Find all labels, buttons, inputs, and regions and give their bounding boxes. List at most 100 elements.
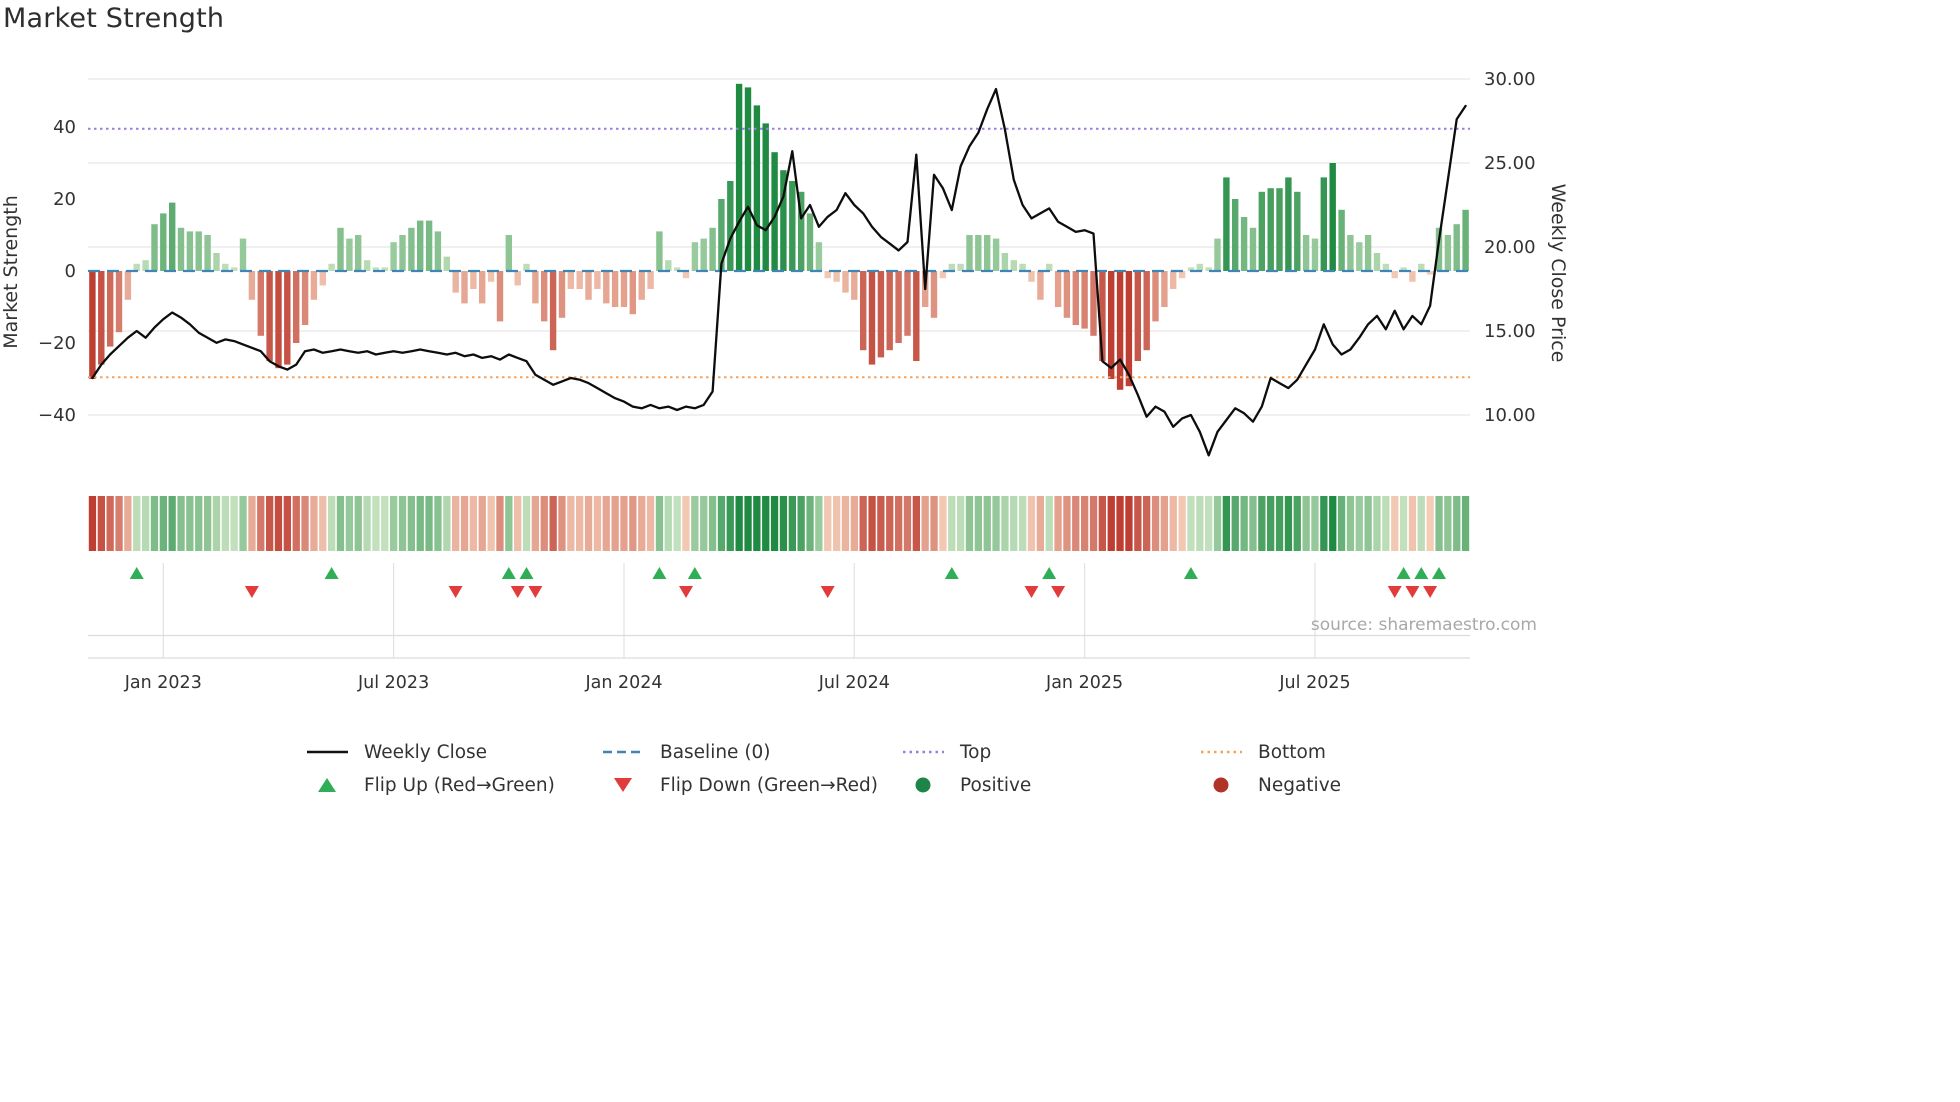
heatmap-cell [593, 496, 602, 551]
heatmap-cell [124, 496, 132, 551]
flip-up-marker [687, 567, 702, 579]
strength-bar [966, 235, 973, 271]
strength-bar [363, 260, 371, 271]
heatmap-cell [266, 496, 274, 551]
strength-bar [133, 263, 140, 271]
heatmap-cell [354, 496, 362, 551]
legend-label: Flip Down (Green→Red) [660, 774, 878, 796]
page-title: Market Strength [3, 3, 225, 34]
heatmap-cell [868, 496, 876, 551]
heatmap-cell [221, 496, 229, 551]
heatmap-cell [452, 496, 460, 551]
heatmap-cell [877, 496, 885, 551]
strength-bar [1391, 271, 1398, 279]
heatmap-cell [390, 496, 398, 551]
strength-bar [638, 271, 645, 300]
heatmap-cell [1089, 496, 1098, 551]
heatmap-cell [1258, 496, 1266, 551]
weekly-close-path [91, 87, 1467, 457]
strength-bar [735, 83, 743, 271]
strength-bar [594, 271, 601, 289]
strength-bar [337, 227, 344, 271]
heatmap-cell [1205, 496, 1213, 551]
x-axis-tick: Jan 2023 [124, 673, 202, 693]
circle-swatch-icon [1213, 777, 1229, 793]
strength-bar [89, 271, 96, 379]
heatmap-cell [1160, 496, 1168, 551]
axis-tick-labels: 40 20 0 −20 −40 30.00 25.00 20.00 15.00 10.00 Jan … [38, 69, 1536, 693]
strength-bar [470, 271, 477, 289]
strength-bar [895, 271, 902, 343]
strength-bar [1010, 260, 1017, 271]
flip-down-marker [448, 586, 463, 598]
heatmap-cell [895, 496, 903, 551]
strength-bar [1285, 177, 1292, 271]
heatmap-cell [717, 496, 726, 551]
legend-label: Bottom [1258, 741, 1326, 763]
strength-bar [930, 271, 938, 318]
strength-bar [558, 271, 566, 318]
strength-bar [620, 271, 628, 307]
heatmap-cell [797, 496, 805, 551]
heatmap-cell [558, 496, 566, 551]
heatmap-cell [1027, 496, 1036, 551]
strength-bar [762, 123, 769, 272]
strength-bar [771, 152, 778, 271]
heatmap-cell [106, 496, 114, 551]
strength-bar [239, 238, 247, 271]
left-axis-title: Market Strength [0, 195, 22, 349]
heatmap-cell [1453, 496, 1461, 551]
heatmap-cell [921, 496, 929, 551]
strength-bar [195, 231, 202, 271]
heatmap-strip [88, 496, 1470, 551]
heatmap-cell [195, 496, 203, 551]
heatmap-cell [1399, 496, 1408, 551]
strength-bar [567, 271, 574, 289]
heatmap-cell [1134, 496, 1142, 551]
strength-bar [186, 231, 194, 271]
legend-item-negative: Negative [1199, 770, 1479, 800]
legend-item-flip-up-red-green: Flip Up (Red→Green) [305, 770, 601, 800]
strength-bar [443, 256, 450, 271]
left-axis-tick: 0 [65, 261, 76, 282]
heatmap-cell [88, 496, 97, 551]
flip-up-marker [1432, 567, 1446, 579]
left-axis-tick: −20 [38, 333, 76, 354]
strength-bar [886, 271, 893, 351]
market-strength-chart: 40 20 0 −20 −40 30.00 25.00 20.00 15.00 10.00 Jan … [0, 69, 1569, 693]
heatmap-cell [531, 496, 539, 551]
strength-bar [789, 181, 796, 271]
strength-bar [1320, 177, 1327, 271]
gridlines [88, 78, 1470, 659]
strength-bar [461, 271, 468, 304]
heatmap-cell [1240, 496, 1248, 551]
strength-bar [851, 271, 858, 300]
heatmap-cell [159, 496, 167, 551]
heatmap-cell [487, 496, 495, 551]
heatmap-cell [620, 496, 628, 551]
strength-bar [275, 271, 282, 369]
heatmap-cell [425, 496, 433, 551]
strength-bar [913, 271, 920, 361]
flip-up-marker [129, 567, 144, 579]
strength-bar [1081, 271, 1088, 329]
strength-bar [1134, 271, 1141, 361]
flip-down-marker [244, 586, 259, 598]
reference-lines [88, 127, 1470, 379]
weekly-close-line [91, 87, 1467, 457]
heatmap-cell [292, 496, 300, 551]
strength-bar [948, 263, 955, 271]
strength-bar [425, 220, 433, 271]
strength-bar [992, 238, 1000, 271]
flip-up-marker [1414, 567, 1429, 579]
x-axis-tick: Jan 2024 [584, 673, 662, 693]
strength-bar [284, 271, 291, 365]
strength-bar [665, 260, 672, 271]
heatmap-cell [186, 496, 194, 551]
x-axis-tick: Jul 2025 [1278, 673, 1350, 693]
heatmap-cell [1196, 496, 1204, 551]
strength-bar [868, 271, 876, 365]
strength-bars [89, 83, 1469, 390]
strength-bar [231, 267, 238, 271]
strength-bar [452, 271, 459, 293]
